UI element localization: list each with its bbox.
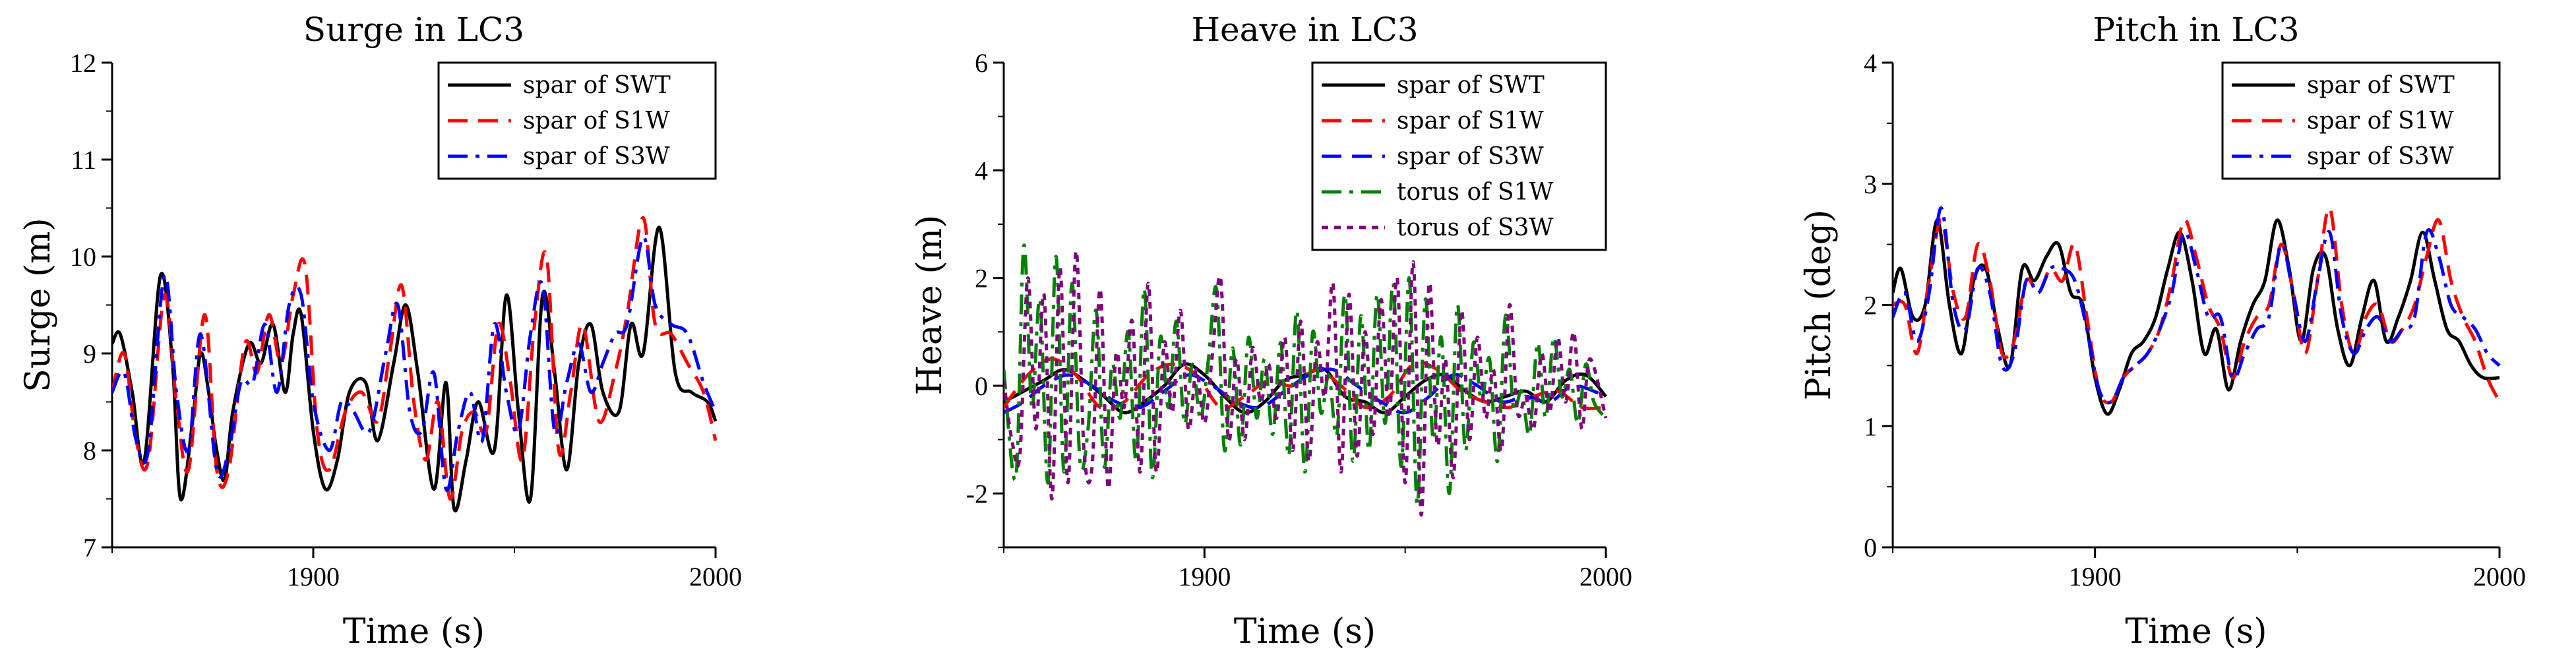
y-tick-label: 4 (1864, 48, 1877, 78)
panel-surge: Surge in LC3 7 8 9 10 11 12 1900 2000 Time (s) Sur… (18, 11, 742, 651)
y-axis-label: Surge (m) (18, 218, 58, 392)
series-line-torus-of-s1w (1004, 243, 1608, 506)
legend-box (437, 61, 717, 180)
legend-label: torus of S1W (1397, 179, 1553, 206)
x-tick-label: 2000 (689, 562, 742, 591)
series-line-spar-of-s1w (1893, 206, 2501, 405)
series-group (1893, 206, 2501, 416)
series-line-spar-of-swt (112, 226, 718, 513)
y-tick-label: 1 (1864, 411, 1877, 441)
x-axis-label: Time (s) (343, 612, 485, 651)
legend: spar of SWT spar of S1W spar of S3W torus o… (1311, 61, 1607, 251)
series-line-spar-of-s1w (1004, 357, 1607, 411)
y-tick-label: 0 (975, 371, 988, 401)
legend-label: spar of S1W (523, 107, 670, 135)
legend-label: torus of S3W (1397, 214, 1553, 241)
legend-label: spar of SWT (1397, 72, 1545, 99)
x-tick-label: 2000 (2473, 562, 2526, 591)
x-tick-label: 2000 (1579, 562, 1632, 591)
series-group (112, 216, 718, 513)
panel-heave: Heave in LC3 -2 0 2 4 6 1900 2000 Time (s) Heave … (910, 11, 1632, 651)
y-tick-label: -2 (966, 479, 988, 508)
series-group (1004, 243, 1608, 517)
y-tick-label: 2 (975, 264, 988, 293)
legend-label: spar of SWT (523, 72, 671, 99)
legend: spar of SWT spar of S1W spar of S3W (437, 61, 717, 180)
y-axis-label: Pitch (deg) (1799, 210, 1839, 401)
chart-title: Pitch in LC3 (2093, 11, 2299, 49)
series-line-spar-of-s1w (112, 216, 718, 501)
chart-title: Heave in LC3 (1191, 11, 1418, 49)
series-line-spar-of-s3w (112, 235, 718, 493)
legend-label: spar of S1W (1397, 107, 1544, 135)
y-tick-label: 12 (70, 48, 96, 78)
y-tick-label: 10 (70, 242, 96, 272)
x-axis-label: Time (s) (1234, 612, 1376, 651)
series-line-spar-of-s3w (1893, 206, 2501, 405)
y-tick-label: 11 (71, 145, 96, 175)
legend-label: spar of S3W (1397, 143, 1544, 170)
y-axis-label: Heave (m) (910, 215, 950, 396)
x-tick-label: 1900 (2069, 562, 2122, 591)
x-axis-label: Time (s) (2125, 612, 2267, 651)
y-tick-label: 9 (83, 339, 96, 369)
legend-label: spar of S3W (2307, 143, 2454, 170)
chart-title: Surge in LC3 (303, 11, 524, 49)
panel-pitch: Pitch in LC3 0 1 2 3 4 1900 2000 Time (s) Pitch (… (1799, 11, 2526, 651)
series-line-torus-of-s3w (1004, 249, 1608, 517)
y-tick-label: 2 (1864, 291, 1877, 320)
x-tick-label: 1900 (1178, 562, 1231, 591)
y-tick-label: 0 (1864, 533, 1877, 562)
legend: spar of SWT spar of S1W spar of S3W (2221, 61, 2501, 180)
y-tick-label: 8 (83, 436, 96, 466)
legend-label: spar of S1W (2307, 107, 2454, 135)
y-tick-label: 4 (975, 156, 988, 185)
y-tick-label: 7 (83, 533, 96, 562)
y-tick-label: 3 (1864, 169, 1877, 199)
x-tick-label: 1900 (287, 562, 340, 591)
legend-label: spar of S3W (523, 143, 670, 170)
legend-label: spar of SWT (2307, 72, 2455, 99)
y-tick-label: 6 (975, 48, 988, 78)
